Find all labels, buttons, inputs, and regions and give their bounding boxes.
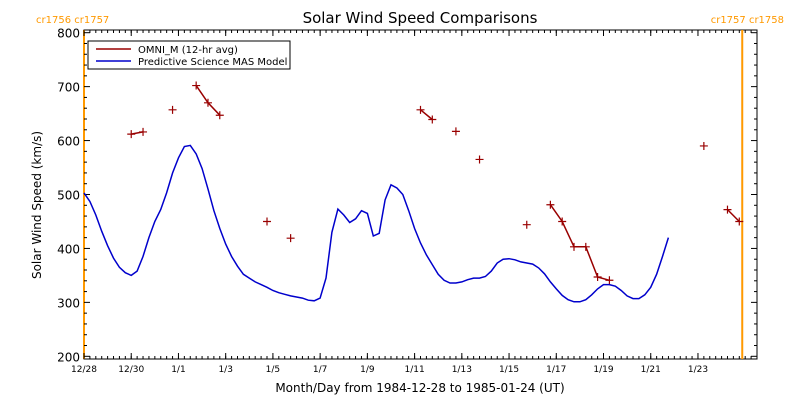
series-omni-point [593, 273, 602, 282]
series-omni-point [428, 115, 437, 124]
series-omni-point [581, 242, 590, 251]
series-omni-point [215, 111, 224, 120]
y-tick-label: 700 [57, 81, 80, 95]
series-omni-point [286, 234, 295, 243]
y-tick-label: 600 [57, 135, 80, 149]
series-omni-point [203, 98, 212, 107]
x-tick-label: 1/1 [171, 365, 185, 375]
x-tick-label: 1/23 [688, 365, 708, 375]
legend-box [87, 40, 291, 70]
series-layer [83, 81, 744, 303]
cr-label-left: cr1756 cr1757 [36, 15, 109, 26]
series-omni-point [192, 81, 201, 90]
x-tick-label: 1/17 [546, 365, 566, 375]
series-omni-point [127, 130, 136, 139]
series-omni-point [263, 217, 272, 226]
x-tick-label: 1/13 [452, 365, 472, 375]
series-omni-point [451, 127, 460, 136]
x-tick-label: 12/28 [71, 365, 97, 375]
legend: OMNI_M (12-hr avg) Predictive Science MA… [87, 40, 291, 70]
series-model-line [83, 144, 670, 303]
series-omni-point [139, 127, 148, 136]
series-omni-point [605, 276, 614, 285]
series-omni-line [420, 109, 433, 121]
y-axis-ticks: 200 300 400 500 600 700 800 [57, 27, 757, 364]
x-axis-label: Month/Day from 1984-12-28 to 1985-01-24 … [275, 381, 564, 395]
series-omni-point [558, 217, 567, 226]
x-tick-label: 1/5 [266, 365, 280, 375]
x-tick-label: 1/7 [313, 365, 327, 375]
x-axis-ticks: 12/28 12/30 1/1 1/3 1/5 1/7 1/9 1/11 1/13 1/15 1/1… [71, 30, 758, 375]
x-tick-label: 1/9 [360, 365, 375, 375]
x-tick-label: 1/3 [218, 365, 232, 375]
y-tick-label: 400 [57, 242, 80, 256]
x-tick-label: 1/21 [641, 365, 661, 375]
legend-label-model: Predictive Science MAS Model [138, 57, 287, 68]
chart-title: Solar Wind Speed Comparisons [303, 9, 538, 27]
cr-label-right: cr1757 cr1758 [711, 15, 784, 26]
series-omni-point [569, 242, 578, 251]
y-tick-label: 300 [57, 296, 80, 310]
y-tick-label: 500 [57, 189, 80, 203]
series-omni-point [546, 200, 555, 209]
series-omni-point [723, 205, 732, 214]
x-tick-label: 1/15 [499, 365, 519, 375]
plot-content: 200 300 400 500 600 700 800 12/28 12/30 1/1 1/3 1/… [57, 27, 758, 375]
series-omni-point [416, 105, 425, 114]
series-omni-point [735, 217, 744, 226]
y-tick-label: 800 [57, 27, 80, 41]
y-tick-label: 200 [57, 350, 80, 364]
series-omni-point [475, 155, 484, 164]
series-omni-line [726, 209, 740, 223]
x-tick-label: 1/19 [593, 365, 613, 375]
x-tick-label: 12/30 [118, 365, 144, 375]
series-omni-point [699, 141, 708, 150]
series-omni-point [522, 220, 531, 229]
legend-label-omni: OMNI_M (12-hr avg) [138, 45, 238, 56]
series-omni-point [168, 105, 177, 114]
x-tick-label: 1/11 [404, 365, 424, 375]
y-axis-label: Solar Wind Speed (km/s) [30, 131, 44, 279]
